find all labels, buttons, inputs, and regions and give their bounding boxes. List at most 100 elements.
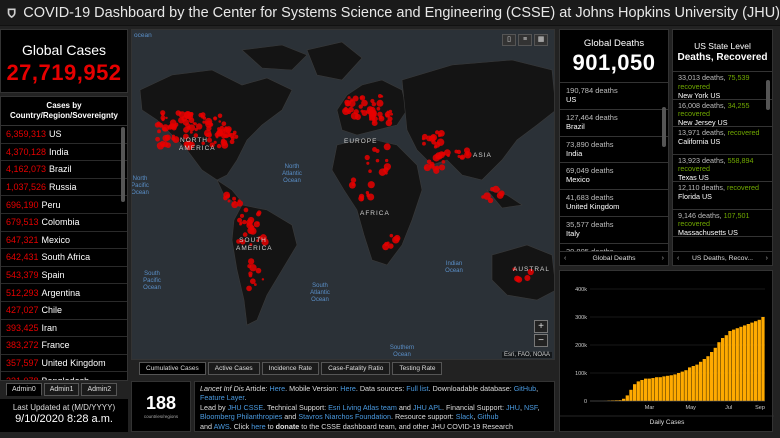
- case-bubble[interactable]: [189, 117, 195, 123]
- github-support-link[interactable]: Github: [477, 412, 498, 421]
- case-bubble[interactable]: [217, 144, 221, 148]
- case-bubble[interactable]: [242, 220, 246, 224]
- case-bubble[interactable]: [226, 128, 231, 133]
- case-bubble[interactable]: [383, 167, 389, 173]
- jhu-apl-link[interactable]: JHU APL: [413, 403, 442, 412]
- country-list-scrollbar[interactable]: [121, 127, 125, 202]
- case-bubble[interactable]: [435, 156, 438, 159]
- stavros-link[interactable]: Stavros Niarchos Foundation: [298, 412, 391, 421]
- case-bubble[interactable]: [488, 198, 493, 203]
- case-bubble[interactable]: [249, 274, 253, 278]
- chevron-left-icon[interactable]: ‹: [564, 252, 566, 266]
- case-bubble[interactable]: [257, 210, 261, 214]
- case-bubble[interactable]: [246, 222, 253, 229]
- case-bubble[interactable]: [165, 117, 167, 119]
- case-bubble[interactable]: [385, 114, 389, 118]
- case-bubble[interactable]: [183, 127, 189, 133]
- case-bubble[interactable]: [370, 99, 374, 103]
- case-bubble[interactable]: [353, 109, 358, 114]
- click-here-link[interactable]: here: [251, 422, 265, 431]
- case-bubble[interactable]: [366, 191, 369, 194]
- case-bubble[interactable]: [254, 283, 257, 286]
- case-bubble[interactable]: [369, 118, 371, 120]
- nsf-link[interactable]: NSF: [524, 403, 538, 412]
- case-bubble[interactable]: [497, 192, 504, 199]
- mobile-version-link[interactable]: Here: [340, 384, 356, 393]
- case-bubble[interactable]: [368, 110, 375, 117]
- basemap-gallery-icon[interactable]: ▦: [534, 34, 548, 46]
- case-bubble[interactable]: [165, 142, 171, 148]
- case-bubble[interactable]: [514, 276, 520, 282]
- case-bubble[interactable]: [460, 156, 464, 160]
- donate-link[interactable]: donate: [276, 422, 300, 431]
- case-bubble[interactable]: [384, 143, 391, 150]
- zoom-out-button[interactable]: −: [534, 334, 548, 347]
- case-bubble[interactable]: [372, 147, 377, 152]
- case-bubble[interactable]: [424, 167, 427, 170]
- full-list-link[interactable]: Full list: [406, 384, 428, 393]
- case-bubble[interactable]: [434, 145, 437, 148]
- case-bubble[interactable]: [216, 135, 219, 138]
- jhu-csse-link[interactable]: JHU CSSE: [228, 403, 264, 412]
- case-bubble[interactable]: [198, 113, 202, 117]
- case-bubble[interactable]: [218, 120, 221, 123]
- case-bubble[interactable]: [439, 164, 445, 170]
- case-bubble[interactable]: [360, 96, 363, 99]
- case-bubble[interactable]: [246, 286, 252, 292]
- case-bubble[interactable]: [376, 100, 383, 107]
- case-bubble[interactable]: [171, 137, 175, 141]
- case-bubble[interactable]: [171, 125, 174, 128]
- case-bubble[interactable]: [429, 162, 434, 167]
- case-bubble[interactable]: [221, 139, 228, 146]
- us-list-scrollbar[interactable]: [766, 80, 770, 110]
- case-bubble[interactable]: [390, 113, 393, 116]
- case-bubble[interactable]: [353, 96, 359, 102]
- github-link[interactable]: GitHub: [514, 384, 536, 393]
- case-bubble[interactable]: [196, 123, 202, 129]
- case-bubble[interactable]: [498, 188, 501, 191]
- case-bubble[interactable]: [203, 116, 206, 119]
- case-bubble[interactable]: [247, 264, 251, 268]
- case-bubble[interactable]: [244, 208, 249, 213]
- case-bubble[interactable]: [360, 110, 363, 113]
- case-bubble[interactable]: [368, 169, 372, 173]
- case-bubble[interactable]: [372, 120, 378, 126]
- case-bubble[interactable]: [377, 112, 382, 117]
- zoom-in-button[interactable]: +: [534, 320, 548, 333]
- case-bubble[interactable]: [366, 162, 369, 165]
- case-bubble[interactable]: [394, 235, 400, 241]
- case-bubble[interactable]: [238, 199, 241, 202]
- case-bubble[interactable]: [228, 200, 231, 203]
- case-bubble[interactable]: [437, 138, 444, 145]
- case-bubble[interactable]: [439, 133, 442, 136]
- case-bubble[interactable]: [230, 139, 235, 144]
- case-bubble[interactable]: [346, 100, 351, 105]
- case-bubble[interactable]: [524, 275, 530, 281]
- case-bubble[interactable]: [240, 222, 243, 225]
- case-bubble[interactable]: [386, 111, 389, 114]
- case-bubble[interactable]: [232, 203, 235, 206]
- case-bubble[interactable]: [376, 159, 380, 163]
- case-bubble[interactable]: [234, 201, 236, 203]
- world-map[interactable]: ocean NORTH AMERICA SOUTH AMERICA EUROPE…: [131, 29, 555, 360]
- bookmark-icon[interactable]: ▯: [502, 34, 516, 46]
- aws-link[interactable]: AWS: [214, 422, 230, 431]
- bloomberg-link[interactable]: Bloomberg Philanthropies: [200, 412, 282, 421]
- tab-active-cases[interactable]: Active Cases: [208, 362, 260, 375]
